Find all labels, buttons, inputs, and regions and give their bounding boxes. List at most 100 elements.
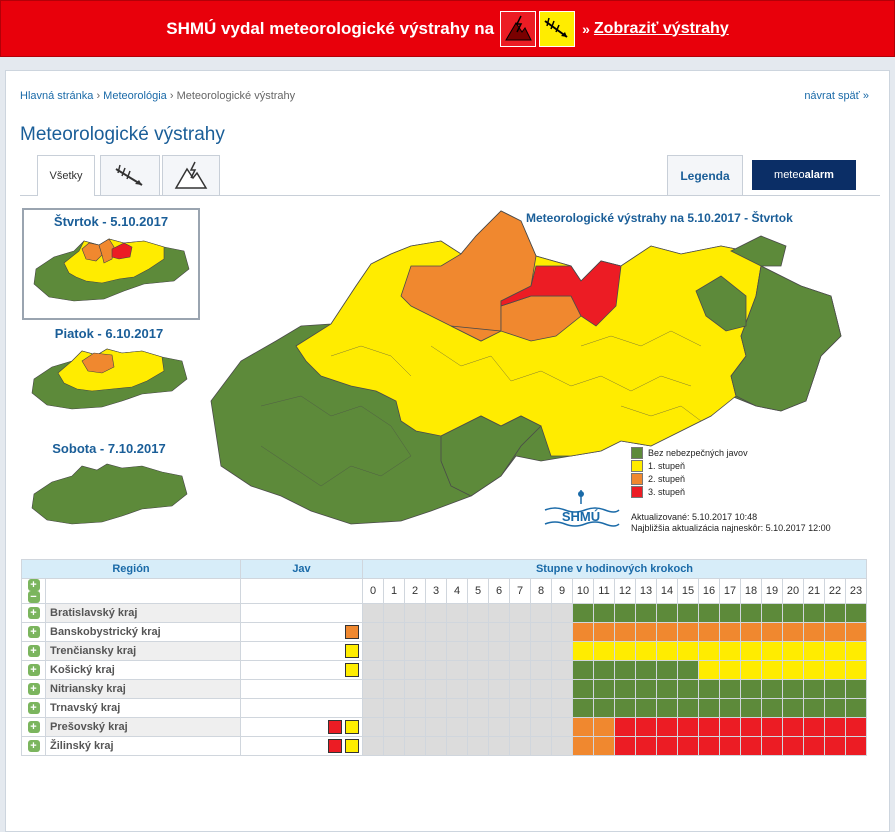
expand-row-button[interactable]: + xyxy=(27,702,40,714)
thumb-thursday[interactable]: Štvrtok - 5.10.2017 xyxy=(22,208,200,320)
hour-cell xyxy=(719,717,741,737)
hour-cell xyxy=(677,641,699,661)
hour-cell xyxy=(803,717,825,737)
row-expand[interactable]: + xyxy=(21,717,46,737)
hour-cell xyxy=(530,660,552,680)
table-row[interactable]: + Prešovský kraj xyxy=(21,717,867,737)
expand-row-button[interactable]: + xyxy=(27,721,40,733)
expand-row-button[interactable]: + xyxy=(27,664,40,676)
hour-cell xyxy=(362,679,384,699)
hour-cell xyxy=(509,660,531,680)
hour-label: 14 xyxy=(656,578,678,604)
hour-cell xyxy=(572,660,594,680)
hour-cell xyxy=(383,641,405,661)
thunderstorm-icon xyxy=(174,161,208,189)
hour-cell xyxy=(740,660,762,680)
hour-cell xyxy=(677,622,699,642)
meteoalarm-logo[interactable]: meteo alarm xyxy=(752,160,856,190)
hour-cell xyxy=(530,641,552,661)
thumb-map xyxy=(31,463,188,525)
thumb-friday[interactable]: Piatok - 6.10.2017 xyxy=(22,326,196,426)
thumb-map xyxy=(31,348,188,410)
breadcrumb-meteo[interactable]: Meteorológia xyxy=(103,90,167,102)
tab-all[interactable]: Všetky xyxy=(37,155,95,196)
hour-cell xyxy=(551,660,573,680)
hour-cell xyxy=(572,717,594,737)
show-warnings-link[interactable]: Zobraziť výstrahy xyxy=(593,19,729,37)
tab-thunderstorm[interactable] xyxy=(162,155,220,195)
hour-cell xyxy=(362,698,384,718)
collapse-all-button[interactable]: − xyxy=(27,591,40,603)
hour-cell xyxy=(782,641,804,661)
wind-icon xyxy=(345,720,359,734)
thunderstorm-icon xyxy=(328,720,342,734)
hour-cell xyxy=(635,603,657,623)
row-expand[interactable]: + xyxy=(21,736,46,756)
hour-cell xyxy=(362,717,384,737)
breadcrumb-sep: › xyxy=(96,90,101,102)
wind-icon[interactable] xyxy=(539,10,576,47)
hour-cell xyxy=(509,736,531,756)
expand-row-button[interactable]: + xyxy=(27,645,40,657)
hour-cell xyxy=(614,641,636,661)
hour-cell xyxy=(635,660,657,680)
thumb-title: Sobota - 7.10.2017 xyxy=(52,441,166,456)
expand-row-button[interactable]: + xyxy=(27,683,40,695)
warning-map[interactable] xyxy=(201,206,866,536)
breadcrumb-home[interactable]: Hlavná stránka xyxy=(20,90,94,102)
hour-cell xyxy=(824,603,846,623)
row-expand[interactable]: + xyxy=(21,698,46,718)
hour-cell xyxy=(824,641,846,661)
row-expand[interactable]: + xyxy=(21,641,46,661)
legend-label: 1. stupeň xyxy=(648,460,686,471)
expand-all-button[interactable]: + xyxy=(27,579,40,591)
hour-cell xyxy=(551,736,573,756)
hour-cell xyxy=(509,698,531,718)
legend-button[interactable]: Legenda xyxy=(667,155,743,195)
region-name: Košický kraj xyxy=(45,660,241,680)
header-empty xyxy=(240,578,363,604)
tab-wind[interactable] xyxy=(100,155,160,195)
expand-row-button[interactable]: + xyxy=(27,607,40,619)
table-row[interactable]: + Trenčiansky kraj xyxy=(21,641,867,661)
back-link[interactable]: návrat späť » xyxy=(804,90,869,102)
legend-swatch xyxy=(631,446,643,459)
row-expand[interactable]: + xyxy=(21,679,46,699)
table-row[interactable]: + Bratislavský kraj xyxy=(21,603,867,623)
hour-label: 16 xyxy=(698,578,720,604)
table-row[interactable]: + Trnavský kraj xyxy=(21,698,867,718)
region-name: Žilinský kraj xyxy=(45,736,241,756)
row-expand[interactable]: + xyxy=(21,603,46,623)
wind-icon xyxy=(115,164,143,186)
hour-cell xyxy=(488,717,510,737)
hour-cell xyxy=(698,622,720,642)
hour-label: 0 xyxy=(362,578,384,604)
hour-cell xyxy=(551,717,573,737)
hour-cell xyxy=(551,641,573,661)
hour-label: 3 xyxy=(425,578,447,604)
expand-row-button[interactable]: + xyxy=(27,626,40,638)
hour-cell xyxy=(698,698,720,718)
thunderstorm-icon[interactable] xyxy=(500,10,537,47)
hour-cell xyxy=(719,698,741,718)
hour-cell xyxy=(845,641,867,661)
expand-collapse-all[interactable]: + − xyxy=(21,578,46,604)
thumb-saturday[interactable]: Sobota - 7.10.2017 xyxy=(22,441,196,541)
table-row[interactable]: + Žilinský kraj xyxy=(21,736,867,756)
jav-cell xyxy=(240,736,363,756)
row-expand[interactable]: + xyxy=(21,622,46,642)
hour-label: 21 xyxy=(803,578,825,604)
hour-label: 10 xyxy=(572,578,594,604)
table-row[interactable]: + Košický kraj xyxy=(21,660,867,680)
row-expand[interactable]: + xyxy=(21,660,46,680)
expand-row-button[interactable]: + xyxy=(27,740,40,752)
hour-label: 20 xyxy=(782,578,804,604)
hour-cell xyxy=(467,622,489,642)
table-row[interactable]: + Nitriansky kraj xyxy=(21,679,867,699)
hour-cell xyxy=(803,660,825,680)
table-row[interactable]: + Banskobystrický kraj xyxy=(21,622,867,642)
hour-cell xyxy=(362,603,384,623)
back-label[interactable]: návrat späť xyxy=(804,90,860,102)
hour-label: 12 xyxy=(614,578,636,604)
hour-cell xyxy=(572,679,594,699)
